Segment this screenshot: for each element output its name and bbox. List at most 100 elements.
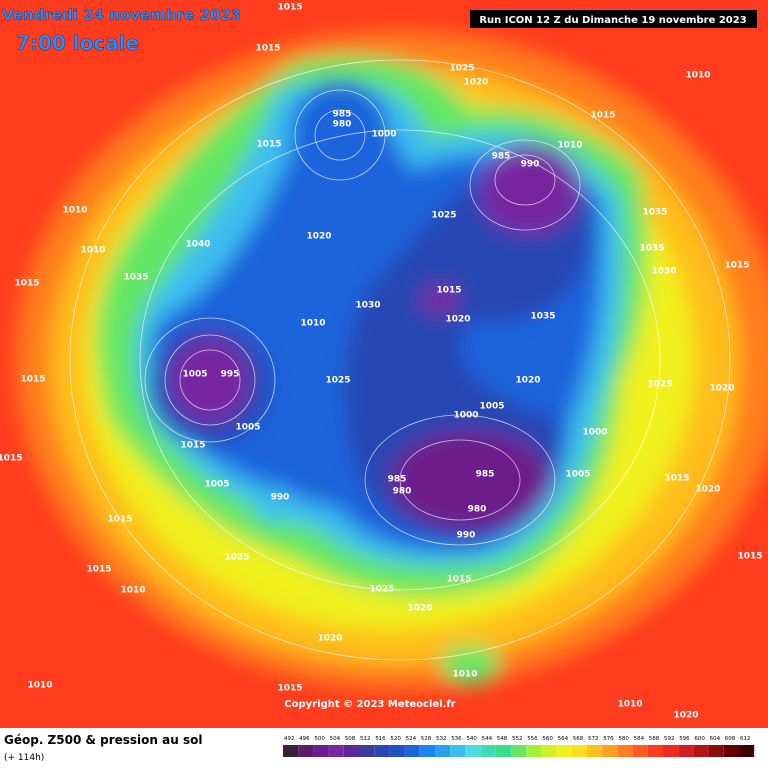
pressure-label: 1005: [204, 480, 229, 490]
pressure-label: 985: [388, 475, 407, 485]
colorbar-swatch: [708, 745, 724, 757]
pressure-label: 1020: [306, 232, 331, 242]
pressure-label: 980: [333, 120, 352, 130]
colorbar-label: 608: [725, 736, 736, 742]
colorbar-swatch: [617, 745, 633, 757]
pressure-label: 1015: [180, 441, 205, 451]
pressure-label: 1010: [120, 586, 145, 596]
pressure-label: 1005: [235, 423, 260, 433]
pressure-label: 1010: [62, 206, 87, 216]
pressure-labels: 1015101510251020101010159859801000101598…: [0, 3, 763, 721]
pressure-label: 1035: [639, 244, 664, 254]
colorbar-label: 516: [375, 736, 386, 742]
colorbar-label: 600: [694, 736, 705, 742]
pressure-label: 1010: [27, 681, 52, 691]
pressure-label: 1015: [277, 3, 302, 13]
colorbar-swatch: [602, 745, 618, 757]
colorbar-swatch: [556, 745, 572, 757]
lead-time: (+ 114h): [4, 753, 44, 763]
pressure-label: 995: [221, 370, 240, 380]
pressure-label: 1035: [123, 273, 148, 283]
colorbar-label: 612: [740, 736, 751, 742]
colorbar-label: 576: [603, 736, 614, 742]
pressure-label: 1020: [463, 78, 488, 88]
colorbar-label: 580: [618, 736, 629, 742]
colorbar-label: 588: [649, 736, 660, 742]
pressure-label: 1005: [479, 402, 504, 412]
colorbar: 492 496 500 504 508 512 516 520 524 528 532 536 540 5…: [283, 736, 755, 757]
pressure-label: 1030: [651, 267, 676, 277]
pressure-label: 1015: [20, 375, 45, 385]
pressure-label: 1015: [14, 279, 39, 289]
colorbar-label: 604: [710, 736, 721, 742]
pressure-label: 1015: [255, 44, 280, 54]
colorbar-swatch: [435, 745, 451, 757]
colorbar-label: 508: [345, 736, 356, 742]
colorbar-swatch: [343, 745, 359, 757]
colorbar-label: 524: [406, 736, 417, 742]
colorbar-label: 540: [466, 736, 477, 742]
colorbar-label: 504: [330, 736, 341, 742]
forecast-time: 7:00 locale: [16, 31, 139, 55]
geopotential-field: [15, 30, 768, 690]
colorbar-label: 572: [588, 736, 599, 742]
pressure-label: 985: [333, 110, 352, 120]
colorbar-swatch: [587, 745, 603, 757]
colorbar-swatch: [374, 745, 390, 757]
colorbar-swatch: [313, 745, 329, 757]
pressure-label: 1015: [86, 565, 111, 575]
colorbar-swatch: [328, 745, 344, 757]
pressure-label: 1020: [317, 634, 342, 644]
pressure-label: 990: [521, 160, 540, 170]
pressure-label: 1030: [355, 301, 380, 311]
pressure-label: 1015: [256, 140, 281, 150]
colorbar-swatch: [541, 745, 557, 757]
run-label: Run ICON 12 Z du Dimanche 19 novembre 20…: [479, 15, 746, 26]
pressure-label: 1025: [449, 64, 474, 74]
colorbar-label: 500: [314, 736, 325, 742]
colorbar-swatch: [450, 745, 466, 757]
pressure-label: 1010: [300, 319, 325, 329]
colorbar-label: 596: [679, 736, 690, 742]
pressure-label: 985: [476, 470, 495, 480]
pressure-label: 1015: [277, 684, 302, 694]
colorbar-swatch: [283, 745, 299, 757]
colorbar-label: 492: [284, 736, 295, 742]
pressure-label: 1025: [325, 376, 350, 386]
pressure-label: 1020: [407, 604, 432, 614]
pressure-label: 990: [271, 493, 290, 503]
colorbar-swatch: [526, 745, 542, 757]
pressure-label: 1000: [371, 130, 396, 140]
pressure-label: 1035: [530, 312, 555, 322]
colorbar-swatch: [739, 745, 755, 757]
pressure-label: 1020: [515, 376, 540, 386]
colorbar-label: 496: [299, 736, 310, 742]
copyright: Copyright © 2023 Meteociel.fr: [284, 699, 455, 710]
pressure-label: 1000: [582, 428, 607, 438]
forecast-date: Vendredi 24 novembre 2023: [2, 6, 241, 24]
colorbar-label: 520: [390, 736, 401, 742]
pressure-label: 1015: [664, 474, 689, 484]
colorbar-label: 532: [436, 736, 447, 742]
pressure-label: 1005: [182, 370, 207, 380]
pressure-label: 1020: [445, 315, 470, 325]
pressure-label: 1015: [0, 454, 23, 464]
pressure-label: 1035: [642, 208, 667, 218]
colorbar-swatch: [404, 745, 420, 757]
colorbar-label: 556: [527, 736, 538, 742]
pressure-label: 990: [457, 531, 476, 541]
colorbar-swatch: [389, 745, 405, 757]
colorbar-swatch: [693, 745, 709, 757]
pressure-label: 1025: [431, 211, 456, 221]
colorbar-swatch: [647, 745, 663, 757]
pressure-label: 1025: [224, 553, 249, 563]
pressure-label: 1020: [709, 384, 734, 394]
colorbar-swatch: [511, 745, 527, 757]
pressure-label: 1010: [617, 700, 642, 710]
pressure-label: 985: [492, 152, 511, 162]
colorbar-swatch: [359, 745, 375, 757]
isobars: [69, 59, 731, 661]
colorbar-label: 592: [664, 736, 675, 742]
pressure-label: 1020: [695, 485, 720, 495]
